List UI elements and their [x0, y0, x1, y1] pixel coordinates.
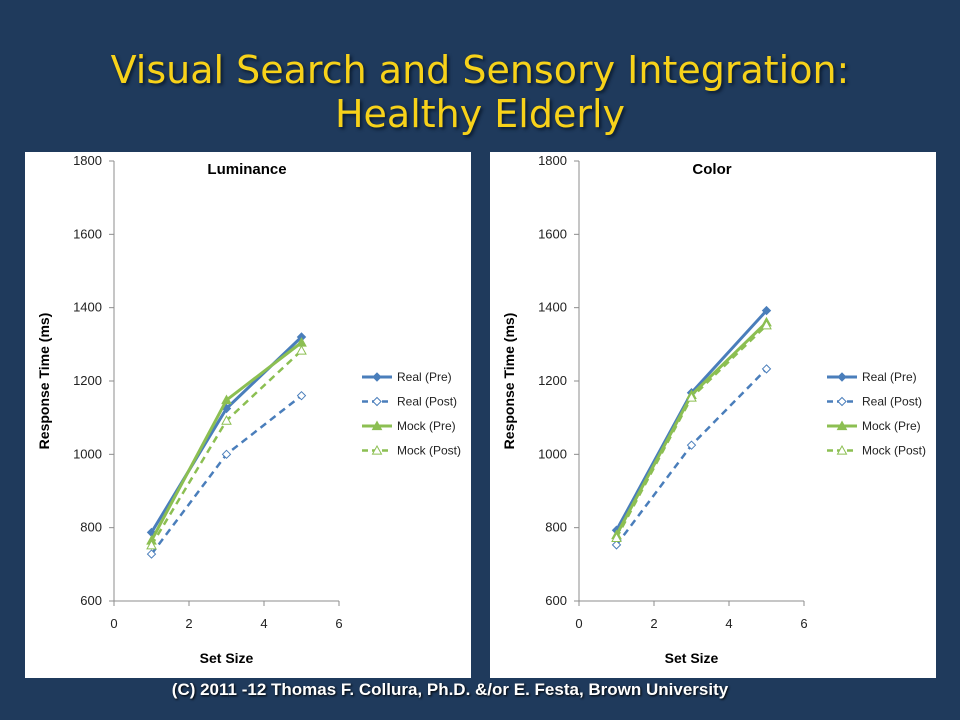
y-tick-label: 1400 — [73, 300, 102, 315]
y-tick-label: 1800 — [73, 153, 102, 168]
data-point-mock-post-2 — [296, 345, 307, 355]
series-line-mock-post — [150, 349, 303, 546]
x-tick-label: 4 — [725, 616, 732, 631]
y-tick-label: 1200 — [538, 373, 567, 388]
data-point-legend-mock-post-0 — [371, 444, 383, 455]
series-mock-post — [611, 319, 772, 543]
y-tick-label: 1600 — [538, 226, 567, 241]
legend-label-mock-post: Mock (Post) — [862, 444, 926, 458]
data-point-legend-mock-pre-0 — [371, 420, 383, 431]
data-point-mock-post-1 — [686, 391, 697, 402]
legend-label-real-post: Real (Post) — [397, 395, 457, 409]
y-tick-label: 600 — [545, 593, 567, 608]
chart-color: Color 600 800 1000 1200 1400 1600 1800 0 2 4 6 Set S… — [501, 153, 926, 666]
series-mock-post — [146, 345, 307, 550]
y-tick-label: 1400 — [538, 300, 567, 315]
series-line-real-pre — [150, 335, 303, 534]
data-point-real-post-0 — [611, 540, 622, 550]
data-point-real-post-2 — [296, 390, 307, 401]
series-real-post — [146, 390, 307, 559]
y-tick-label: 1800 — [538, 153, 567, 168]
data-point-real-post-1 — [686, 440, 697, 450]
series-mock-pre — [611, 316, 772, 540]
data-point-mock-pre-1 — [221, 394, 232, 405]
y-axis-label: Response Time (ms) — [501, 313, 517, 450]
data-point-real-pre-2 — [761, 305, 772, 316]
chart-panel-color: Color 600 800 1000 1200 1400 1600 1800 0 2 4 6 Set S… — [490, 152, 936, 678]
slide-title: Visual Search and Sensory Integration: H… — [0, 48, 960, 136]
series-line-mock-post — [615, 324, 768, 539]
data-point-legend-mock-post-0 — [836, 444, 848, 455]
chart-panel-luminance: Luminance 600 800 1000 1200 1400 1600 1800 0 2 4 6 S… — [25, 152, 471, 678]
slide-title-line-1: Visual Search and Sensory Integration: — [110, 48, 850, 92]
y-tick-label: 1200 — [73, 373, 102, 388]
data-point-mock-post-2 — [761, 319, 772, 330]
x-tick-label: 2 — [185, 616, 192, 631]
y-tick-label: 800 — [545, 520, 567, 535]
legend-label-mock-post: Mock (Post) — [397, 444, 461, 458]
y-axis-label: Response Time (ms) — [36, 313, 52, 450]
y-tick-label: 1000 — [538, 446, 567, 461]
data-point-mock-post-1 — [221, 415, 232, 425]
chart-legend: Real (Pre) Real (Post) Mock (Pre) Mock (Pos… — [362, 370, 461, 458]
chart-title: Luminance — [207, 161, 286, 178]
legend-label-mock-pre: Mock (Pre) — [862, 419, 921, 433]
x-axis-label: Set Size — [200, 650, 254, 666]
chart-luminance: Luminance 600 800 1000 1200 1400 1600 1800 0 2 4 6 S… — [36, 153, 461, 666]
copyright-footer: (C) 2011 -12 Thomas F. Collura, Ph.D. &/… — [171, 680, 729, 699]
y-tick-label: 600 — [80, 593, 102, 608]
x-tick-label: 6 — [800, 616, 807, 631]
data-point-mock-post-0 — [146, 539, 157, 550]
x-tick-label: 2 — [650, 616, 657, 631]
chart-legend: Real (Pre) Real (Post) Mock (Pre) Mock (Pos… — [827, 370, 926, 458]
x-tick-label: 0 — [110, 616, 117, 631]
legend-label-real-pre: Real (Pre) — [397, 370, 452, 384]
legend-label-mock-pre: Mock (Pre) — [397, 419, 456, 433]
x-tick-label: 6 — [335, 616, 342, 631]
series-real-post — [611, 364, 772, 550]
legend-label-real-post: Real (Post) — [862, 395, 922, 409]
y-tick-label: 800 — [80, 520, 102, 535]
data-point-real-post-1 — [221, 449, 232, 460]
data-point-legend-real-pre-0 — [372, 372, 382, 382]
x-tick-label: 0 — [575, 616, 582, 631]
legend-label-real-pre: Real (Pre) — [862, 370, 917, 384]
y-tick-label: 1600 — [73, 226, 102, 241]
series-line-mock-pre — [615, 321, 768, 536]
slide-title-line-2: Healthy Elderly — [334, 92, 626, 136]
data-point-real-post-2 — [761, 364, 772, 374]
y-tick-label: 1000 — [73, 446, 102, 461]
x-axis-label: Set Size — [665, 650, 719, 666]
data-point-legend-real-pre-0 — [837, 372, 847, 382]
data-point-legend-real-post-0 — [372, 396, 382, 407]
data-point-real-post-0 — [146, 549, 157, 559]
chart-title: Color — [692, 161, 731, 178]
data-point-legend-real-post-0 — [837, 396, 847, 407]
data-point-legend-mock-pre-0 — [836, 420, 848, 431]
data-point-mock-post-0 — [611, 532, 622, 543]
x-tick-label: 4 — [260, 616, 267, 631]
